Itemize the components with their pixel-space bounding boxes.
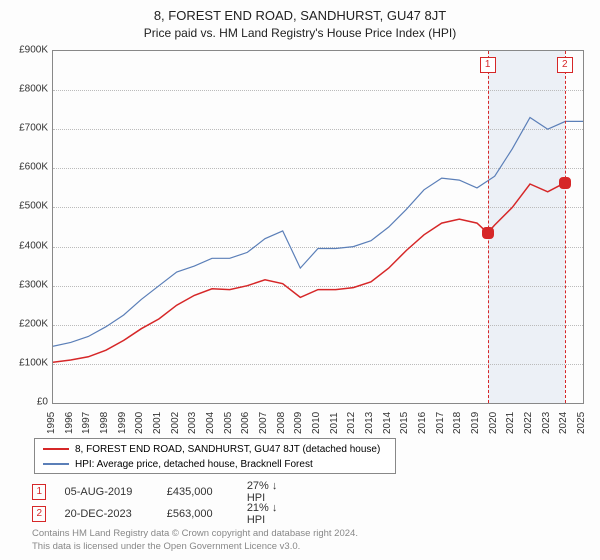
event-price: £563,000 [167,508,247,520]
event-id-box: 2 [32,506,46,522]
event-delta: 27% ↓ HPI [247,480,293,504]
event-row: 2 20-DEC-2023 £563,000 21% ↓ HPI [32,502,293,526]
event-row: 1 05-AUG-2019 £435,000 27% ↓ HPI [32,480,293,504]
event-delta: 21% ↓ HPI [247,502,293,526]
legend-item: HPI: Average price, detached house, Brac… [43,456,313,472]
legend-swatch-icon [43,448,69,450]
event-id-box: 1 [32,484,46,500]
line-svg [53,51,583,403]
legend: 8, FOREST END ROAD, SANDHURST, GU47 8JT … [34,438,396,474]
legend-swatch-icon [43,463,69,465]
footer-license: This data is licensed under the Open Gov… [32,541,300,552]
page-title: 8, FOREST END ROAD, SANDHURST, GU47 8JT [0,8,600,23]
event-date: 20-DEC-2023 [64,508,166,520]
event-price: £435,000 [167,486,247,498]
legend-item: 8, FOREST END ROAD, SANDHURST, GU47 8JT … [43,441,380,457]
chart-area: 12 [52,50,584,404]
legend-label: 8, FOREST END ROAD, SANDHURST, GU47 8JT … [75,444,380,455]
legend-label: HPI: Average price, detached house, Brac… [75,459,313,470]
event-date: 05-AUG-2019 [64,486,166,498]
chart-container: 8, FOREST END ROAD, SANDHURST, GU47 8JT … [0,0,600,560]
footer-copyright: Contains HM Land Registry data © Crown c… [32,528,358,539]
page-subtitle: Price paid vs. HM Land Registry's House … [0,26,600,40]
